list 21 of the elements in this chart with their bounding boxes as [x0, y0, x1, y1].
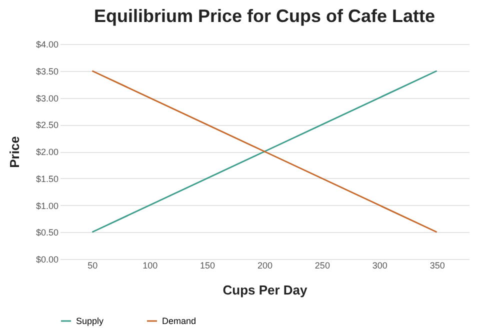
legend-label: Supply — [76, 316, 104, 326]
y-tick-label: $4.00 — [36, 40, 58, 50]
x-tick-label: 350 — [430, 260, 445, 270]
x-tick-label: 50 — [88, 260, 98, 270]
x-tick-label: 300 — [372, 260, 388, 270]
y-tick-label: $2.50 — [36, 120, 58, 130]
legend-label: Demand — [162, 316, 196, 326]
y-tick-label: $0.00 — [36, 254, 58, 264]
y-tick-label: $3.50 — [36, 66, 58, 76]
y-tick-label: $3.00 — [36, 93, 58, 104]
x-axis-title: Cups Per Day — [222, 282, 308, 298]
y-tick-label: $0.50 — [36, 228, 58, 238]
y-tick-label: $2.00 — [36, 147, 58, 157]
chart-title: Equilibrium Price for Cups of Cafe Latte — [94, 6, 436, 26]
y-tick-label: $1.00 — [36, 200, 58, 211]
x-tick-label: 100 — [142, 260, 158, 270]
y-axis-title: Price — [6, 136, 22, 168]
y-tick-label: $1.50 — [36, 174, 58, 184]
x-tick-label: 250 — [314, 260, 330, 270]
x-tick-label: 150 — [200, 260, 216, 270]
x-tick-label: 200 — [257, 260, 273, 270]
